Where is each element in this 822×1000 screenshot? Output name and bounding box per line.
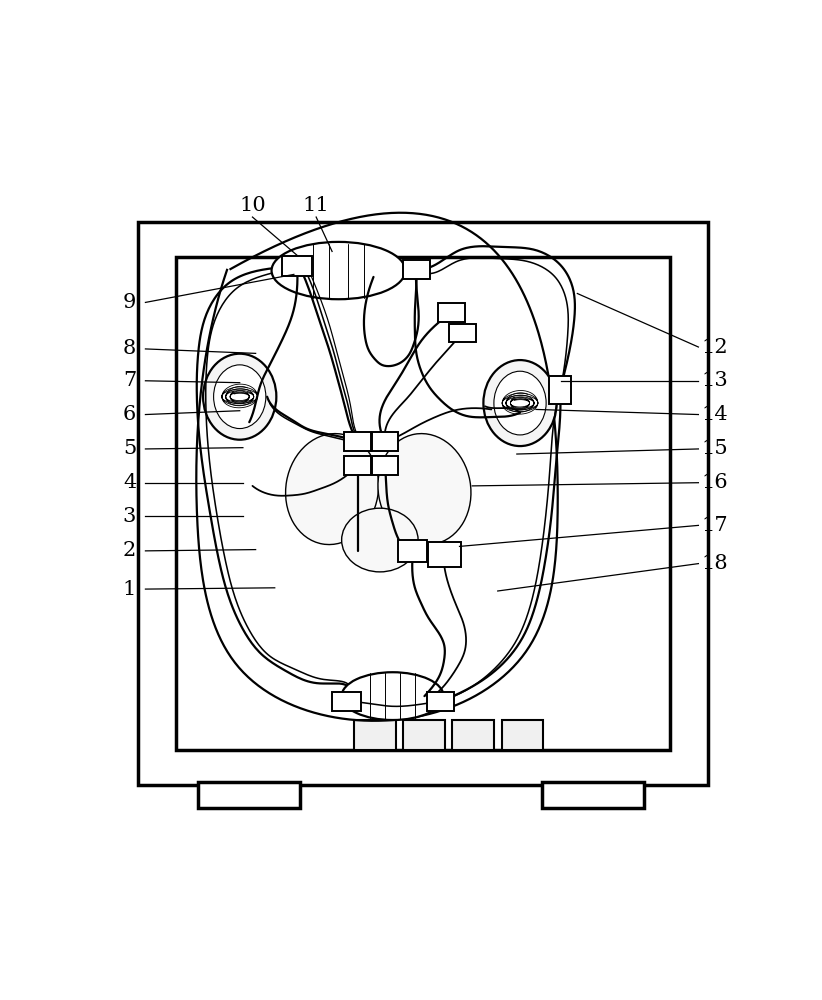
Text: 15: 15 (701, 439, 727, 458)
Text: 2: 2 (122, 541, 136, 560)
Text: 16: 16 (701, 473, 727, 492)
FancyBboxPatch shape (344, 456, 371, 475)
Text: 3: 3 (122, 507, 136, 526)
FancyBboxPatch shape (438, 303, 465, 322)
FancyBboxPatch shape (450, 324, 476, 342)
FancyBboxPatch shape (372, 432, 399, 451)
Bar (501, 720, 543, 750)
Bar (176, 257, 670, 750)
Text: 7: 7 (122, 371, 136, 390)
Ellipse shape (342, 672, 444, 720)
Text: 17: 17 (701, 516, 727, 535)
Ellipse shape (378, 434, 471, 545)
Text: 8: 8 (122, 339, 136, 358)
Ellipse shape (203, 354, 276, 440)
FancyBboxPatch shape (283, 256, 312, 276)
Text: 1: 1 (122, 580, 136, 599)
Ellipse shape (483, 360, 556, 446)
FancyBboxPatch shape (427, 692, 454, 711)
Ellipse shape (285, 434, 379, 545)
FancyBboxPatch shape (372, 456, 399, 475)
Text: 18: 18 (701, 554, 727, 573)
Bar (543, 782, 644, 808)
Ellipse shape (214, 365, 266, 429)
Bar (354, 720, 396, 750)
Ellipse shape (342, 508, 418, 572)
FancyBboxPatch shape (427, 542, 461, 567)
Text: 13: 13 (701, 371, 727, 390)
Text: 6: 6 (122, 405, 136, 424)
Text: 12: 12 (701, 338, 727, 357)
FancyBboxPatch shape (332, 692, 362, 711)
Bar (404, 720, 445, 750)
Text: 9: 9 (122, 293, 136, 312)
Bar (452, 720, 494, 750)
FancyBboxPatch shape (549, 376, 571, 404)
Text: 10: 10 (239, 196, 266, 215)
Ellipse shape (494, 371, 546, 435)
Text: 14: 14 (701, 405, 727, 424)
Bar (138, 222, 708, 785)
Text: 4: 4 (122, 473, 136, 492)
FancyBboxPatch shape (344, 432, 371, 451)
FancyBboxPatch shape (398, 540, 427, 562)
Ellipse shape (271, 242, 405, 299)
Bar (198, 782, 300, 808)
Text: 11: 11 (302, 196, 330, 215)
FancyBboxPatch shape (403, 260, 430, 279)
Text: 5: 5 (122, 439, 136, 458)
